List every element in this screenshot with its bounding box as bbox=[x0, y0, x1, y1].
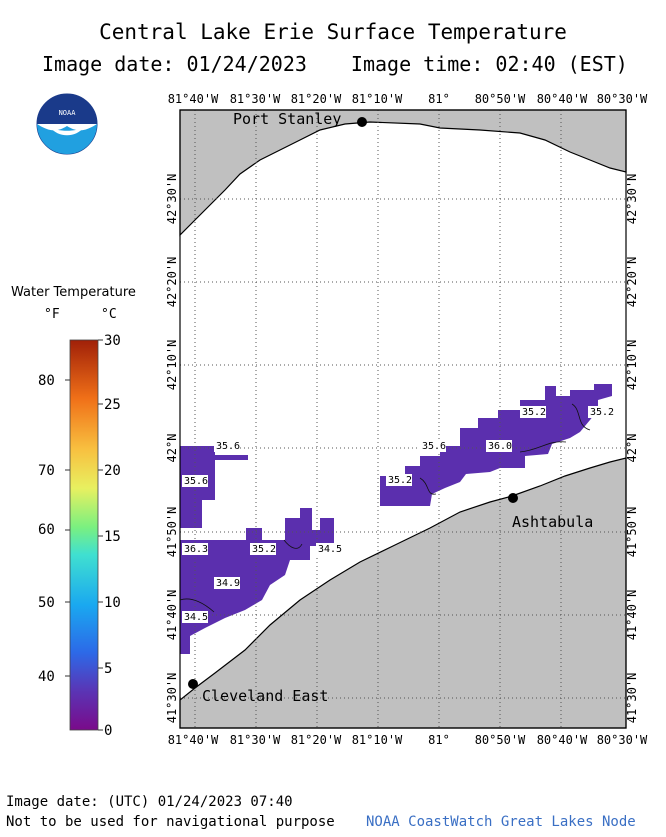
map-title: Central Lake Erie Surface Temperature bbox=[99, 20, 567, 44]
temp-label: 36.0 bbox=[488, 441, 512, 452]
lat-label: 42°20'N bbox=[165, 257, 179, 308]
isotherm-contours bbox=[179, 403, 591, 613]
patch-southwest bbox=[180, 508, 334, 654]
temp-label: 34.9 bbox=[216, 578, 240, 589]
lat-label: 42°N bbox=[625, 434, 639, 463]
place-label-port-stanley: Port Stanley bbox=[233, 110, 341, 128]
lake-erie-map: 35.6 35.6 36.3 35.2 34.5 34.9 34.5 35.6 … bbox=[165, 92, 648, 747]
lon-label: 80°30'W bbox=[597, 733, 648, 747]
lon-label: 81° bbox=[428, 92, 450, 106]
lon-label: 81°30'W bbox=[230, 92, 281, 106]
legend-c-tick: 15 bbox=[104, 529, 121, 545]
lon-label: 80°30'W bbox=[597, 92, 648, 106]
lon-labels-bottom: 81°40'W 81°30'W 81°20'W 81°10'W 81° 80°5… bbox=[168, 733, 648, 747]
lat-labels-right: 42°30'N 42°20'N 42°10'N 42°N 41°50'N 41°… bbox=[625, 174, 639, 724]
lat-labels-left: 42°30'N 42°20'N 42°10'N 42°N 41°50'N 41°… bbox=[165, 174, 179, 724]
map-frame bbox=[179, 109, 627, 729]
temp-label: 35.2 bbox=[388, 475, 412, 486]
land-south-shore bbox=[179, 457, 627, 729]
temp-label: 35.2 bbox=[590, 407, 614, 418]
lon-label: 81°30'W bbox=[230, 733, 281, 747]
lat-label: 41°40'N bbox=[165, 590, 179, 641]
lat-label: 41°50'N bbox=[625, 507, 639, 558]
patch-northwest bbox=[180, 446, 248, 528]
lat-label: 42°10'N bbox=[165, 340, 179, 391]
lat-label: 41°40'N bbox=[625, 590, 639, 641]
temp-label: 35.2 bbox=[522, 407, 546, 418]
legend-c-tick: 30 bbox=[104, 333, 121, 349]
legend-f-tick: 50 bbox=[38, 595, 55, 611]
temperature-colorbar bbox=[65, 339, 103, 731]
temp-label: 35.6 bbox=[184, 476, 208, 487]
navigation-disclaimer: Not to be used for navigational purpose bbox=[6, 814, 335, 830]
port-stanley-marker bbox=[357, 117, 367, 127]
legend-c-tick: 0 bbox=[104, 723, 113, 739]
image-date: Image date: 01/24/2023 bbox=[42, 52, 307, 76]
legend-unit-c: °C bbox=[101, 307, 117, 322]
utc-image-date: Image date: (UTC) 01/24/2023 07:40 bbox=[6, 794, 293, 810]
legend-c-tick: 10 bbox=[104, 595, 121, 611]
lon-label: 81°40'W bbox=[168, 733, 219, 747]
noaa-logo-icon: NOAA bbox=[36, 93, 98, 155]
lat-label: 42°N bbox=[165, 434, 179, 463]
lon-label: 81°20'W bbox=[291, 92, 342, 106]
temp-label: 34.5 bbox=[318, 544, 342, 555]
temp-label: 35.6 bbox=[216, 441, 240, 452]
lon-labels-top: 81°40'W 81°30'W 81°20'W 81°10'W 81° 80°5… bbox=[168, 92, 648, 106]
lon-label: 80°40'W bbox=[537, 733, 588, 747]
graticule bbox=[180, 110, 626, 728]
lat-label: 42°10'N bbox=[625, 340, 639, 391]
lat-label: 41°30'N bbox=[625, 673, 639, 724]
lon-label: 81°20'W bbox=[291, 733, 342, 747]
cleveland-east-marker bbox=[188, 679, 198, 689]
legend-c-tick: 25 bbox=[104, 397, 121, 413]
lon-label: 80°50'W bbox=[475, 733, 526, 747]
temp-label: 36.3 bbox=[184, 544, 208, 555]
lat-label: 42°30'N bbox=[625, 174, 639, 225]
temp-label: 35.2 bbox=[252, 544, 276, 555]
lat-label: 41°50'N bbox=[165, 507, 179, 558]
lat-label: 41°30'N bbox=[165, 673, 179, 724]
legend-f-tick: 40 bbox=[38, 669, 55, 685]
legend-title: Water Temperature bbox=[11, 285, 136, 300]
legend-c-tick: 20 bbox=[104, 463, 121, 479]
legend-f-tick: 60 bbox=[38, 522, 55, 538]
image-time: Image time: 02:40 (EST) bbox=[350, 52, 628, 76]
legend-f-tick: 80 bbox=[38, 373, 55, 389]
temperature-labels: 35.6 35.6 36.3 35.2 34.5 34.9 34.5 35.6 … bbox=[182, 406, 614, 623]
lon-label: 81°40'W bbox=[168, 92, 219, 106]
place-label-ashtabula: Ashtabula bbox=[512, 513, 593, 531]
lon-label: 81° bbox=[428, 733, 450, 747]
lon-label: 81°10'W bbox=[352, 733, 403, 747]
legend-f-tick: 70 bbox=[38, 463, 55, 479]
lon-label: 80°40'W bbox=[537, 92, 588, 106]
image-date-time: Image date: 01/24/2023 Image time: 02:40 … bbox=[42, 52, 628, 76]
lon-label: 80°50'W bbox=[475, 92, 526, 106]
lon-label: 81°10'W bbox=[352, 92, 403, 106]
legend-c-tick: 5 bbox=[104, 661, 113, 677]
place-label-cleveland-east: Cleveland East bbox=[202, 687, 328, 705]
lat-label: 42°30'N bbox=[165, 174, 179, 225]
land-north-shore bbox=[179, 109, 627, 237]
logo-text: NOAA bbox=[59, 109, 77, 117]
coastwatch-credit: NOAA CoastWatch Great Lakes Node bbox=[366, 814, 636, 830]
temp-label: 35.6 bbox=[422, 441, 446, 452]
legend-unit-f: °F bbox=[44, 307, 60, 322]
lat-label: 42°20'N bbox=[625, 257, 639, 308]
ashtabula-marker bbox=[508, 493, 518, 503]
temp-label: 34.5 bbox=[184, 612, 208, 623]
